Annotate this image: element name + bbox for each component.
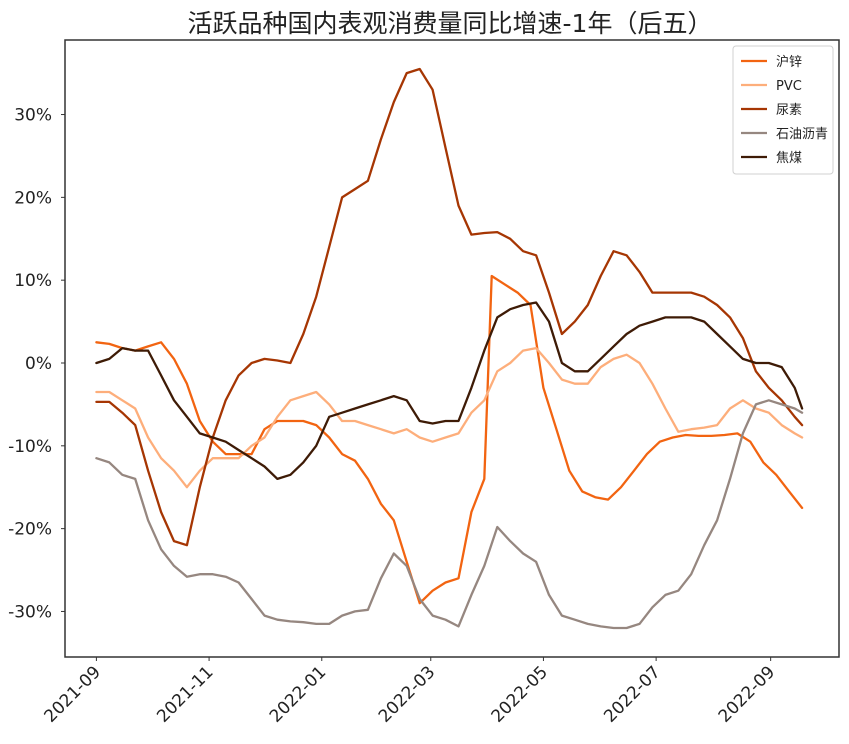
y-tick-label-4: -10% <box>8 437 52 457</box>
series-line-2 <box>95 67 804 547</box>
legend-label-2: 尿素 <box>776 103 802 118</box>
chart-title: 活跃品种国内表观消费量同比增速-1年（后五） <box>188 9 713 38</box>
series-line-0 <box>95 274 804 605</box>
y-axis: 30% 20% 10% 0% -10% -20% -30% <box>8 106 65 622</box>
legend-box <box>732 45 834 175</box>
y-tick-label-3: 0% <box>25 354 52 374</box>
y-tick-label-6: -30% <box>8 602 52 622</box>
series-line-4 <box>95 301 804 481</box>
y-tick-label-0: 30% <box>14 106 52 126</box>
series-layer <box>95 67 804 630</box>
legend-label-3: 石油沥青 <box>776 127 828 142</box>
series-line-3 <box>95 399 804 630</box>
plot-area-frame <box>64 39 840 658</box>
y-tick-label-2: 10% <box>14 271 52 291</box>
legend-label-4: 焦煤 <box>776 151 802 166</box>
series-line-1 <box>95 346 804 489</box>
legend-label-1: PVC <box>776 79 802 94</box>
legend-label-0: 沪锌 <box>776 54 802 70</box>
y-tick-label-5: -20% <box>8 520 52 540</box>
y-tick-label-1: 20% <box>14 188 52 208</box>
